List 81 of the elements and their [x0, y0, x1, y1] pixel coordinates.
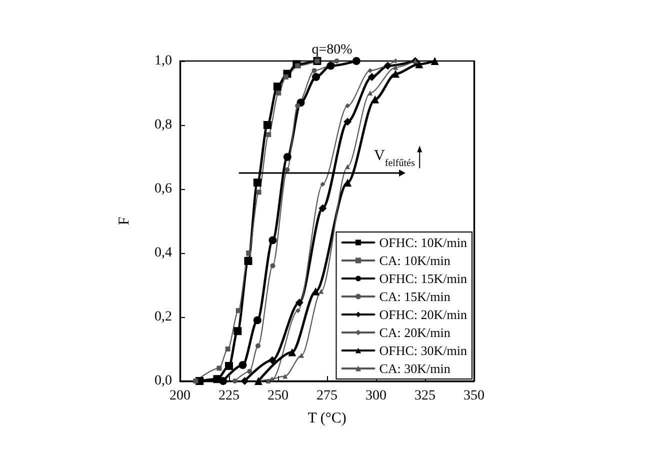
point: [253, 316, 262, 324]
point: [368, 90, 373, 96]
point: [266, 378, 271, 384]
point: [219, 377, 228, 385]
point: [392, 70, 400, 78]
legend-label: CA: 15K/min: [379, 289, 451, 304]
point: [282, 374, 288, 379]
point: [263, 121, 272, 129]
point: [273, 82, 282, 91]
annotation: V$_{felfűtés}$: [374, 148, 415, 169]
point: [393, 58, 398, 64]
x-tick-label: 200: [170, 388, 190, 404]
point: [253, 178, 262, 187]
point: [352, 57, 360, 65]
point: [344, 118, 352, 126]
x-tick-label: 275: [316, 388, 338, 404]
point: [345, 103, 350, 108]
x-axis-title: T (°C): [308, 410, 346, 426]
point: [266, 132, 272, 138]
legend-label: CA: 10K/min: [379, 253, 451, 268]
point: [283, 74, 288, 80]
point: [368, 68, 373, 74]
point: [270, 263, 276, 268]
point: [268, 236, 277, 244]
legend-label: OFHC: 30K/min: [379, 343, 468, 358]
point: [193, 378, 198, 384]
point: [299, 352, 304, 358]
legend-label: OFHC: 20K/min: [379, 307, 468, 322]
point: [238, 361, 247, 369]
point: [318, 204, 327, 212]
point: [225, 362, 233, 370]
point: [246, 250, 252, 256]
point: [415, 60, 424, 68]
y-tick-label: 0,2: [154, 310, 172, 324]
legend-label: OFHC: 15K/min: [379, 271, 468, 286]
point: [334, 58, 340, 64]
point: [270, 376, 275, 382]
y-tick-label: 0,8: [154, 118, 172, 132]
point: [312, 68, 317, 74]
y-tick-label: 0,0: [154, 374, 172, 388]
point: [295, 63, 300, 68]
point: [232, 378, 238, 384]
y-tick-label: 1,0: [154, 54, 172, 68]
point: [283, 153, 292, 161]
point: [256, 190, 262, 195]
point: [268, 356, 276, 364]
legend-label: OFHC: 10K/min: [379, 235, 468, 250]
point: [295, 103, 300, 108]
x-tick-label: 325: [414, 388, 436, 404]
legend-label: CA: 30K/min: [379, 361, 451, 376]
x-tick-label: 300: [366, 388, 386, 404]
y-tick-label: 0,6: [154, 182, 172, 196]
x-tick-label: 225: [218, 388, 240, 404]
point: [256, 343, 261, 348]
y-tick-label: 0,4: [154, 246, 172, 260]
point: [216, 366, 222, 371]
point: [284, 167, 290, 172]
y-axis-title: F: [116, 216, 132, 226]
point: [320, 182, 326, 187]
point: [240, 377, 249, 385]
point: [295, 308, 300, 314]
point: [368, 73, 376, 81]
point: [384, 62, 392, 70]
point: [236, 308, 241, 314]
point: [244, 257, 252, 265]
point: [247, 368, 252, 374]
point: [295, 298, 304, 307]
x-tick-label: 250: [268, 388, 288, 404]
point: [430, 57, 439, 65]
x-tick-label: 350: [464, 388, 484, 404]
point: [318, 288, 324, 294]
chart-title: q=80%: [312, 42, 353, 58]
point: [326, 62, 335, 70]
point: [234, 327, 242, 336]
point: [345, 164, 350, 170]
point: [393, 64, 398, 70]
legend-label: CA: 20K/min: [379, 325, 451, 340]
point: [225, 346, 230, 352]
point: [276, 90, 282, 96]
point: [288, 348, 296, 356]
point: [312, 73, 320, 81]
